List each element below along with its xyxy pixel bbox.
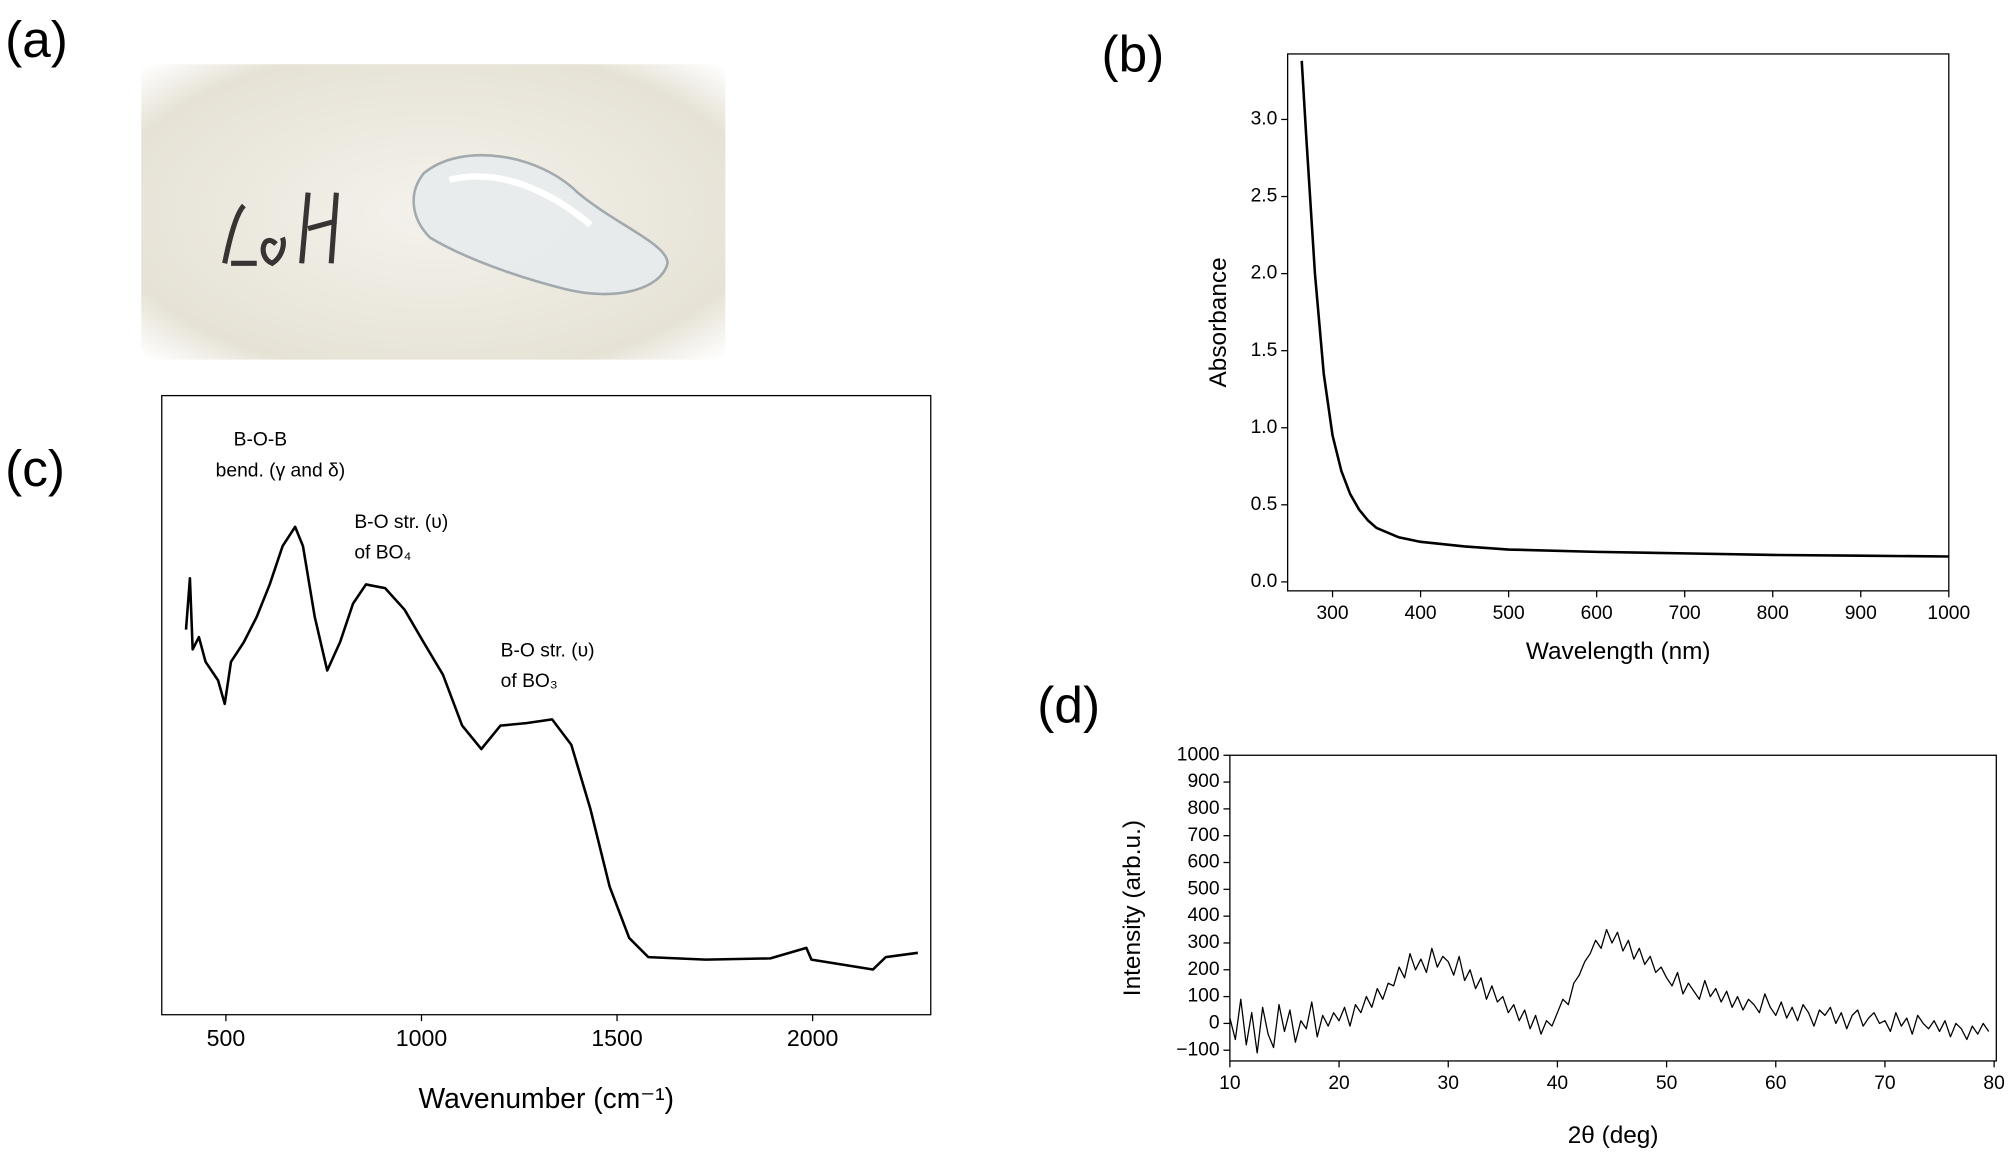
x-axis-label: Wavenumber (cm⁻¹)	[418, 1082, 674, 1114]
y-axis-label: Intensity (arb.u.)	[1119, 820, 1146, 996]
panel-label: (b)	[1102, 25, 1165, 82]
x-tick-label: 60	[1765, 1073, 1786, 1094]
x-tick-label: 2000	[787, 1025, 838, 1051]
y-tick-label: 500	[1187, 878, 1219, 899]
y-tick-label: 800	[1187, 798, 1219, 819]
y-tick-label: 1.5	[1251, 340, 1278, 361]
x-tick-label: 80	[1983, 1073, 2004, 1094]
panel-label: (c)	[5, 440, 65, 497]
x-tick-label: 500	[207, 1025, 246, 1051]
y-tick-label: 1000	[1177, 744, 1220, 765]
x-tick-label: 300	[1316, 603, 1348, 624]
x-tick-label: 600	[1581, 603, 1613, 624]
y-tick-label: 0.5	[1251, 494, 1278, 515]
plot-frame	[161, 394, 932, 1016]
x-tick-label: 800	[1757, 603, 1789, 624]
y-tick-label: −100	[1176, 1039, 1219, 1060]
annotation: B-O-B	[234, 430, 287, 451]
x-tick-label: 20	[1328, 1073, 1349, 1094]
glass-sample	[412, 154, 669, 296]
y-tick-label: 2.0	[1251, 263, 1278, 284]
x-tick-label: 400	[1405, 603, 1437, 624]
y-tick-label: 600	[1187, 852, 1219, 873]
x-tick-label: 40	[1547, 1073, 1568, 1094]
x-tick-label: 1000	[1927, 603, 1970, 624]
annotation: B-O str. (υ)	[501, 640, 595, 661]
y-tick-label: 900	[1187, 771, 1219, 792]
y-tick-label: 100	[1187, 986, 1219, 1007]
data-line	[1229, 928, 1990, 1054]
handwriting	[222, 192, 339, 267]
x-tick-label: 50	[1656, 1073, 1677, 1094]
y-tick-label: 1.0	[1251, 417, 1278, 438]
annotation: bend. (γ and δ)	[216, 460, 345, 481]
x-tick-label: 10	[1219, 1073, 1240, 1094]
y-tick-label: 700	[1187, 825, 1219, 846]
panel-label: (a)	[5, 11, 68, 68]
plot-frame	[1229, 754, 1997, 1062]
glass-highlight	[448, 173, 593, 228]
plot-frame	[1287, 53, 1950, 592]
x-tick-label: 70	[1874, 1073, 1895, 1094]
x-axis-label: Wavelength (nm)	[1526, 638, 1711, 665]
annotation: of BO₄	[354, 543, 411, 564]
y-tick-label: 0	[1209, 1013, 1220, 1034]
data-line	[1300, 60, 1949, 558]
y-tick-label: 0.0	[1251, 571, 1278, 592]
panel-label: (d)	[1037, 677, 1100, 734]
x-axis-label: 2θ (deg)	[1568, 1122, 1659, 1149]
y-tick-label: 300	[1187, 932, 1219, 953]
annotation: of BO₃	[501, 671, 558, 692]
x-tick-label: 1000	[396, 1025, 447, 1051]
y-tick-label: 2.5	[1251, 186, 1278, 207]
x-tick-label: 700	[1669, 603, 1701, 624]
y-tick-label: 3.0	[1251, 109, 1278, 130]
x-tick-label: 1500	[591, 1025, 642, 1051]
y-tick-label: 200	[1187, 959, 1219, 980]
data-line	[184, 525, 919, 971]
y-axis-label: Absorbance	[1205, 257, 1232, 387]
x-tick-label: 500	[1493, 603, 1525, 624]
photo	[141, 64, 726, 360]
y-tick-label: 400	[1187, 905, 1219, 926]
x-tick-label: 30	[1438, 1073, 1459, 1094]
x-tick-label: 900	[1845, 603, 1877, 624]
annotation: B-O str. (υ)	[354, 512, 448, 533]
